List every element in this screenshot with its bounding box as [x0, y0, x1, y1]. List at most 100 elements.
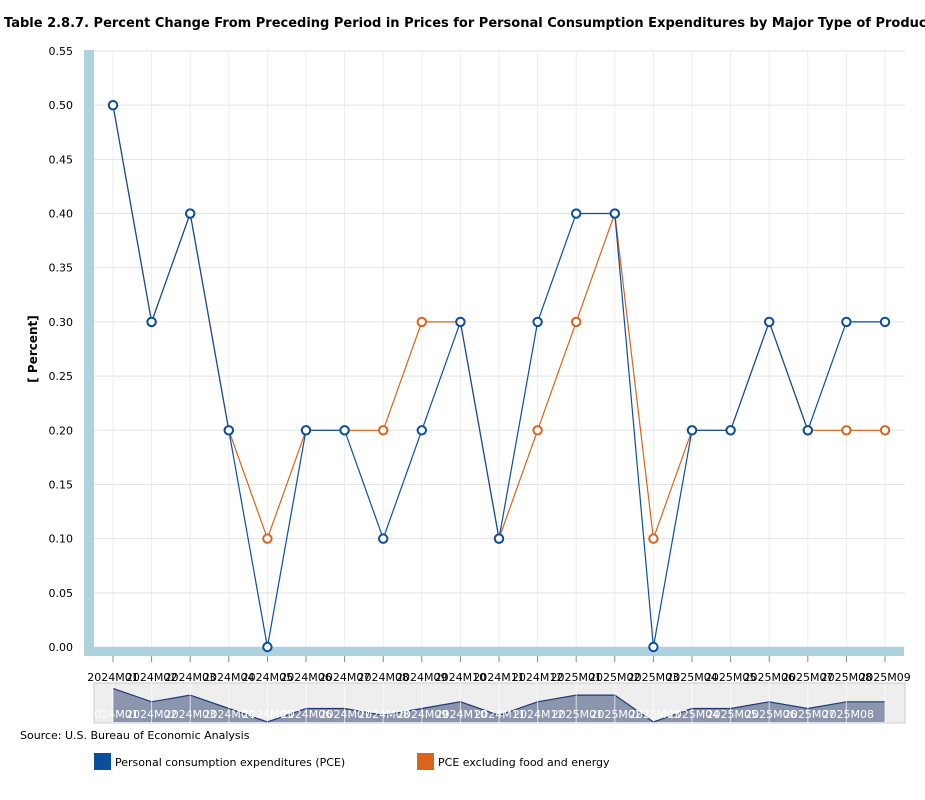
data-point-series-0[interactable] [262, 641, 273, 653]
x-tick-label: 2024M08 [357, 671, 408, 684]
data-point-series-0[interactable] [223, 425, 235, 436]
navigator-label: 2024M06 [281, 708, 332, 721]
y-axis-label: [ Percent] [26, 315, 40, 383]
data-point-series-0[interactable] [455, 316, 466, 328]
x-tick-label: 2024M06 [280, 671, 331, 684]
data-point-series-0[interactable] [802, 425, 813, 436]
data-point-series-0[interactable] [571, 208, 582, 219]
y-tick-label: 0.50 [49, 99, 74, 112]
x-tick-label: 2024M10 [435, 671, 486, 684]
x-tick-label: 2024M01 [87, 671, 138, 684]
navigator-label: 2024M11 [474, 708, 525, 721]
navigator-label: 2025M02 [590, 708, 641, 721]
x-axis-bar [84, 647, 904, 656]
x-tick-label: 2025M01 [550, 671, 601, 684]
data-point-series-1[interactable] [416, 316, 427, 328]
x-tick-label: 2024M11 [473, 671, 524, 684]
data-point-series-0[interactable] [339, 425, 350, 436]
navigator-label: 2024M04 [203, 708, 254, 721]
series-layer [107, 99, 891, 653]
x-tick-labels: 2024M012024M022024M032024M042024M052024M… [87, 656, 911, 684]
navigator-label: 2024M07 [319, 708, 370, 721]
navigator-label: 2025M05 [706, 708, 757, 721]
navigator-label: 2024M10 [436, 708, 487, 721]
data-point-series-0[interactable] [493, 533, 505, 544]
y-tick-label: 0.05 [49, 587, 74, 600]
navigator-label: 2024M05 [242, 708, 293, 721]
x-tick-label: 2025M04 [666, 671, 717, 684]
x-tick-label: 2024M09 [396, 671, 447, 684]
x-tick-label: 2024M04 [203, 671, 254, 684]
x-tick-label: 2025M05 [705, 671, 756, 684]
y-tick-label: 0.00 [49, 641, 74, 654]
navigator-label: 2024M12 [513, 708, 564, 721]
x-tick-label: 2025M06 [743, 671, 794, 684]
legend-label-0[interactable]: Personal consumption expenditures (PCE) [115, 756, 345, 769]
data-point-series-1[interactable] [532, 425, 543, 436]
y-tick-label: 0.40 [49, 208, 74, 221]
navigator-label: 2025M04 [668, 708, 719, 721]
data-point-series-0[interactable] [841, 316, 852, 328]
chart-title: Table 2.8.7. Percent Change From Precedi… [4, 16, 925, 31]
y-tick-label: 0.10 [49, 533, 74, 546]
x-tick-label: 2025M09 [859, 671, 910, 684]
data-point-series-0[interactable] [532, 316, 543, 328]
data-point-series-1[interactable] [841, 425, 852, 436]
data-point-series-0[interactable] [300, 425, 312, 436]
data-point-series-1[interactable] [571, 316, 582, 328]
x-tick-label: 2025M03 [628, 671, 679, 684]
data-point-series-0[interactable] [416, 425, 427, 436]
x-tick-label: 2024M02 [126, 671, 177, 684]
y-tick-label: 0.15 [49, 478, 74, 491]
y-tick-label: 0.30 [49, 316, 74, 329]
navigator-label: 2025M01 [552, 708, 603, 721]
y-tick-label: 0.25 [49, 370, 74, 383]
y-tick-label: 0.45 [49, 153, 74, 166]
navigator-label: 2025M07 [784, 708, 835, 721]
navigator-label: 2024M09 [397, 708, 448, 721]
y-tick-labels: 0.00 0.05 0.10 0.15 0.20 0.25 0.30 0.35 0.40 0.45… [49, 45, 74, 654]
x-tick-label: 2025M08 [821, 671, 872, 684]
navigator-label: 2024M08 [358, 708, 409, 721]
source-note: Source: U.S. Bureau of Economic Analysis [20, 729, 250, 742]
data-point-series-1[interactable] [262, 533, 273, 544]
legend-swatch-0 [94, 753, 111, 770]
data-point-series-0[interactable] [764, 316, 775, 328]
data-point-series-0[interactable] [609, 208, 620, 219]
navigator-label: 2024M01 [87, 708, 138, 721]
navigator-label: 2025M03 [629, 708, 680, 721]
data-point-series-1[interactable] [879, 425, 891, 436]
navigator-label: 2025M08 [823, 708, 874, 721]
x-tick-label: 2024M03 [164, 671, 215, 684]
data-point-series-0[interactable] [378, 533, 389, 544]
data-point-series-0[interactable] [725, 425, 736, 436]
data-point-series-0[interactable] [648, 641, 659, 653]
data-point-series-1[interactable] [378, 425, 389, 436]
x-tick-label: 2024M05 [242, 671, 293, 684]
legend: Personal consumption expenditures (PCE) P… [94, 753, 610, 770]
data-point-series-0[interactable] [107, 99, 119, 111]
navigator-label: 2024M03 [165, 708, 216, 721]
navigator-label: 2024M02 [126, 708, 177, 721]
y-tick-label: 0.55 [49, 45, 74, 58]
navigator-label: 2025M06 [745, 708, 796, 721]
data-point-series-1[interactable] [648, 533, 659, 544]
data-point-series-0[interactable] [146, 316, 157, 328]
range-navigator[interactable]: 2024M012024M022024M032024M042024M052024M… [87, 682, 906, 724]
navigator-labels: 2024M012024M022024M032024M042024M052024M… [87, 708, 874, 721]
data-point-series-0[interactable] [686, 425, 698, 436]
y-tick-label: 0.35 [49, 262, 74, 275]
y-axis-bar [84, 50, 94, 656]
data-point-series-0[interactable] [185, 208, 196, 219]
x-tick-label: 2025M07 [782, 671, 833, 684]
data-point-series-0[interactable] [879, 316, 891, 328]
legend-label-1[interactable]: PCE excluding food and energy [438, 756, 610, 769]
y-tick-label: 0.20 [49, 424, 74, 437]
grid [94, 50, 905, 648]
x-tick-label: 2024M12 [512, 671, 563, 684]
legend-swatch-1 [417, 753, 434, 770]
x-tick-label: 2025M02 [589, 671, 640, 684]
x-tick-label: 2024M07 [319, 671, 370, 684]
